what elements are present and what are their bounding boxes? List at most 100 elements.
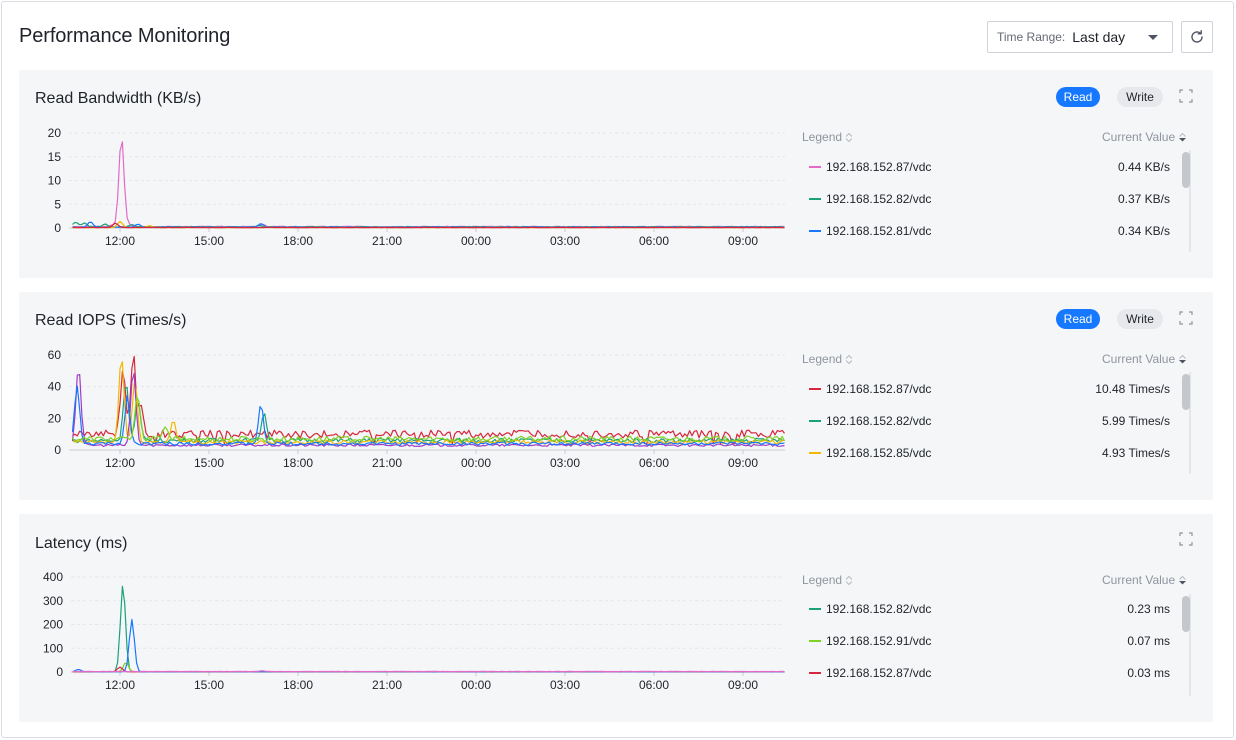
series-line: [72, 222, 785, 229]
legend-item[interactable]: 192.168.152.87/vdc: [809, 382, 931, 396]
x-tick-label: 21:00: [372, 678, 402, 692]
series-line: [72, 618, 785, 673]
legend-header[interactable]: Legend: [802, 573, 853, 587]
legend-scrollbar-thumb[interactable]: [1182, 152, 1190, 188]
series-line: [72, 670, 785, 673]
series-line: [72, 386, 785, 444]
x-tick-label: 06:00: [639, 678, 669, 692]
x-tick-label: 06:00: [639, 234, 669, 248]
x-tick-label: 09:00: [728, 678, 758, 692]
x-tick-label: 18:00: [283, 234, 313, 248]
latency-panel: Latency (ms) 0 100 200 300 400 12:00 15:00 18:0…: [19, 514, 1213, 722]
legend-header[interactable]: Legend: [802, 130, 853, 144]
legend-value: 0.03 ms: [1127, 666, 1170, 680]
panel-title: Read Bandwidth (KB/s): [35, 90, 202, 107]
x-tick-label: 15:00: [194, 456, 224, 470]
x-tick-label: 18:00: [283, 456, 313, 470]
y-tick-label: 5: [54, 197, 61, 211]
legend-scrollbar-track: [1189, 594, 1191, 696]
panel-title: Read IOPS (Times/s): [35, 312, 187, 329]
series-line: [72, 662, 785, 673]
legend-item[interactable]: 192.168.152.91/vdc: [809, 634, 931, 648]
x-tick-label: 12:00: [105, 234, 135, 248]
legend-item[interactable]: 192.168.152.87/vdc: [809, 160, 931, 174]
series-line: [72, 141, 785, 228]
y-tick-label: 15: [48, 150, 62, 164]
time-range-value: Last day: [1072, 29, 1126, 45]
series-line: [72, 361, 785, 445]
read-toggle-button[interactable]: Read: [1056, 309, 1100, 329]
legend-value: 0.23 ms: [1127, 602, 1170, 616]
refresh-button[interactable]: [1181, 21, 1213, 53]
y-tick-label: 200: [43, 618, 63, 632]
panel-title: Latency (ms): [35, 535, 128, 552]
legend-item[interactable]: 192.168.152.82/vdc: [809, 602, 931, 616]
sort-icon: [846, 576, 853, 586]
y-tick-label: 20: [48, 411, 62, 425]
x-tick-label: 03:00: [550, 234, 580, 248]
read-bandwidth-chart: 0 5 10 15 20 12:00 15:00 18:00 21:00 00:00 03:00 06…: [48, 126, 785, 248]
x-tick-label: 03:00: [550, 456, 580, 470]
y-tick-label: 20: [48, 126, 62, 140]
page-title: Performance Monitoring: [19, 25, 231, 47]
x-tick-label: 00:00: [461, 456, 491, 470]
current-value-header[interactable]: Current Value: [1102, 130, 1187, 144]
read-toggle-button[interactable]: Read: [1056, 87, 1100, 107]
time-range-select[interactable]: Time Range: Last day: [987, 21, 1173, 53]
y-tick-label: 0: [54, 443, 61, 457]
x-tick-label: 12:00: [105, 456, 135, 470]
legend-item[interactable]: 192.168.152.82/vdc: [809, 192, 931, 206]
legend-item[interactable]: 192.168.152.87/vdc: [809, 666, 931, 680]
legend-scrollbar-thumb[interactable]: [1182, 374, 1190, 410]
sort-icon: [846, 133, 853, 143]
legend-scrollbar-track: [1189, 372, 1191, 474]
x-tick-label: 15:00: [194, 678, 224, 692]
y-tick-label: 100: [43, 641, 63, 655]
y-tick-label: 300: [43, 594, 63, 608]
write-toggle-button[interactable]: Write: [1117, 87, 1163, 107]
legend-item[interactable]: 192.168.152.85/vdc: [809, 446, 931, 460]
legend-value: 0.07 ms: [1127, 634, 1170, 648]
legend-value: 0.34 KB/s: [1117, 224, 1170, 238]
expand-icon[interactable]: [1179, 532, 1193, 546]
write-toggle-button[interactable]: Write: [1117, 309, 1163, 329]
refresh-icon: [1191, 30, 1203, 43]
sort-icon: [846, 355, 853, 365]
read-bandwidth-panel: Read Bandwidth (KB/s) Read Write 0 5 10 15 2…: [19, 70, 1213, 278]
sort-desc-icon: [1179, 133, 1187, 142]
series-line: [72, 355, 785, 445]
sort-desc-icon: [1179, 355, 1187, 364]
series-line: [72, 396, 786, 443]
legend-item[interactable]: 192.168.152.81/vdc: [809, 224, 931, 238]
expand-icon[interactable]: [1179, 89, 1193, 103]
y-tick-label: 0: [56, 665, 63, 679]
legend-header[interactable]: Legend: [802, 352, 853, 366]
x-tick-label: 21:00: [372, 456, 402, 470]
legend-scrollbar-track: [1189, 150, 1191, 252]
current-value-header[interactable]: Current Value: [1102, 352, 1187, 366]
series-line: [71, 385, 785, 446]
legend-value: 10.48 Times/s: [1095, 382, 1170, 396]
legend-scrollbar-thumb[interactable]: [1182, 596, 1190, 632]
sort-desc-icon: [1179, 576, 1187, 585]
expand-icon[interactable]: [1179, 311, 1193, 325]
y-tick-label: 40: [48, 380, 62, 394]
x-tick-label: 00:00: [461, 678, 491, 692]
legend-item[interactable]: 192.168.152.82/vdc: [809, 414, 931, 428]
legend-value: 5.99 Times/s: [1101, 414, 1170, 428]
x-tick-label: 15:00: [194, 234, 224, 248]
x-tick-label: 18:00: [283, 678, 313, 692]
series-line: [72, 585, 785, 673]
legend-value: 4.93 Times/s: [1101, 446, 1170, 460]
y-tick-label: 0: [54, 221, 61, 235]
y-tick-label: 60: [48, 348, 62, 362]
legend-value: 0.37 KB/s: [1117, 192, 1170, 206]
latency-chart: 0 100 200 300 400 12:00 15:00 18:00 21:00 00:00 03…: [43, 570, 785, 692]
current-value-header[interactable]: Current Value: [1102, 573, 1187, 587]
read-iops-panel: Read IOPS (Times/s) Read Write 0 20 40 60 12…: [19, 292, 1213, 500]
time-range-label: Time Range:: [997, 30, 1066, 44]
read-iops-chart: 0 20 40 60 12:00 15:00 18:00 21:00 00:00 03:00 06:…: [48, 348, 786, 470]
y-tick-label: 10: [48, 174, 62, 188]
x-tick-label: 06:00: [639, 456, 669, 470]
x-tick-label: 09:00: [728, 456, 758, 470]
